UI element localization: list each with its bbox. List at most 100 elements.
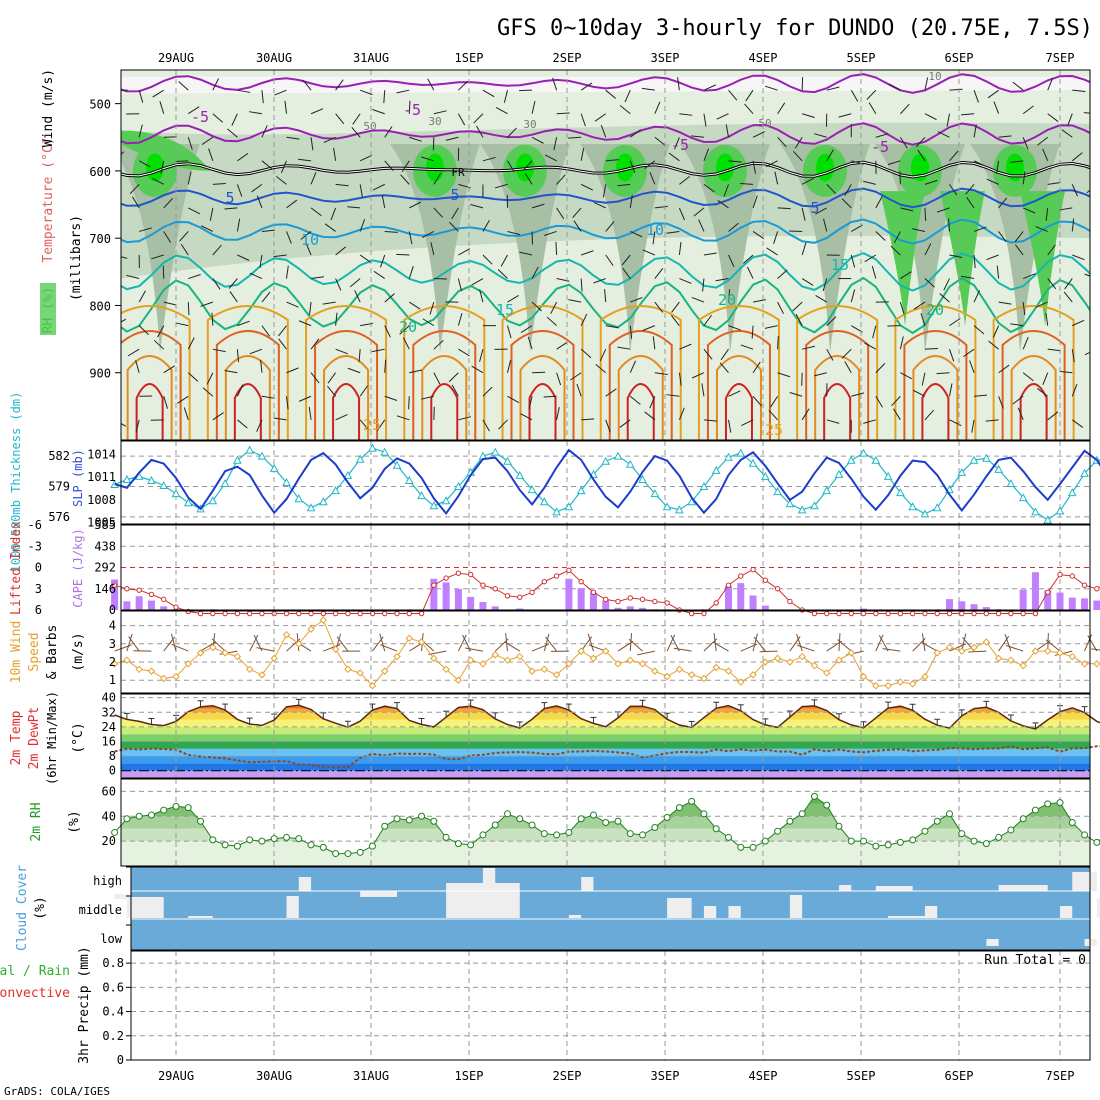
wind-barb: [209, 207, 214, 221]
rh-bright-cell: [716, 153, 734, 182]
thickness-point: [208, 496, 218, 505]
wind-barb: [652, 336, 656, 350]
cape-bar: [626, 606, 634, 610]
bottom-date-label: 5SEP: [847, 1069, 876, 1083]
wind-barb: [188, 274, 201, 280]
wind-barb: [445, 136, 459, 141]
wind-barb: [1095, 360, 1097, 373]
wind-barb: [698, 219, 705, 232]
rh-color-band: [121, 841, 1090, 866]
lifted-index-point: [922, 610, 928, 617]
thickness-point: [343, 470, 353, 479]
rh-point: [970, 837, 978, 845]
rh2m-unit-label: (%): [67, 810, 82, 833]
wind-barb: [924, 77, 929, 91]
rh-point: [823, 801, 831, 809]
cloud-cell: [126, 897, 164, 918]
isotherm-warm-loop: [715, 355, 762, 440]
rh-tick-label: 20: [102, 834, 116, 848]
top-date-label: 7SEP: [1046, 51, 1075, 65]
wind-speed-point: [405, 634, 413, 643]
wind-speed-point: [724, 667, 733, 675]
cape-bar: [749, 595, 757, 610]
temperature-contour-label: 20: [718, 291, 736, 309]
wind-speed-point: [331, 645, 340, 653]
wind-barb: [1096, 255, 1097, 268]
wind-barb: [227, 128, 238, 138]
wind-barb: [677, 77, 680, 91]
wind-speed-point: [712, 663, 720, 672]
wind-barb: [384, 230, 398, 233]
wind-barb: [875, 196, 883, 209]
cape-bar: [1093, 600, 1100, 610]
wind-barb: [500, 254, 508, 267]
rh-point: [184, 804, 192, 812]
wind-barb: [973, 90, 979, 103]
temperature-contour-label: 10: [646, 221, 664, 239]
wind-barb: [752, 361, 761, 374]
rh-point: [602, 819, 610, 826]
wind-barb: [963, 348, 975, 358]
rh-point: [589, 811, 597, 819]
precip-total-label: Total / Rain: [0, 964, 70, 979]
wind-barb: [138, 290, 146, 303]
rh-point: [442, 833, 450, 841]
cloud-level-label: middle: [79, 903, 122, 917]
rh-bright-cell: [426, 153, 444, 182]
surface-wind-barb: [838, 633, 841, 652]
lifted-index-point: [959, 610, 965, 617]
lifted-index-point: [848, 610, 854, 617]
wind-axis-label: Wind (m/s): [41, 69, 56, 147]
upper-air-frame: [120, 69, 1091, 441]
wind-barb: [801, 242, 807, 256]
cape-axis-label: CAPE (J/kg): [71, 528, 85, 607]
temperature-contour-label: 50: [363, 120, 376, 133]
rh-point: [847, 837, 855, 845]
wind-barb: [163, 301, 177, 306]
rh-point: [368, 842, 376, 850]
wind-barb: [236, 184, 243, 197]
cape-bar: [160, 606, 168, 610]
surface-wind-barb: [588, 644, 606, 652]
cape-bar: [1019, 589, 1027, 610]
temperature-contour-label: 25: [765, 421, 783, 439]
top-date-label: 29AUG: [158, 51, 194, 65]
wind-barb: [103, 131, 114, 138]
surface-wind-barb: [211, 638, 226, 652]
isotherm-10: [121, 218, 1090, 245]
wind-barb: [777, 336, 779, 350]
wind-barb: [400, 174, 410, 185]
surface-wind-barb: [637, 650, 655, 656]
wind-barb: [768, 409, 778, 421]
thickness-point: [638, 474, 647, 483]
cape-tick-label: 585: [94, 518, 116, 532]
wind-barb: [1071, 349, 1075, 363]
rh-tick-label: 40: [102, 809, 116, 823]
temp-axis-label-3: (6hr Min/Max): [45, 691, 59, 785]
thickness-point: [883, 471, 893, 480]
wind-barb: [746, 266, 754, 279]
wind-barb: [937, 207, 950, 213]
li-tick-label: -6: [28, 518, 42, 532]
wind-barb: [237, 89, 251, 93]
isotherm-warm-loop: [617, 355, 664, 440]
isotherm-warm-loop: [706, 330, 771, 440]
rh-point: [958, 830, 966, 838]
wind-barb: [384, 325, 391, 338]
rh-dark-plume: [680, 144, 770, 353]
wind-barb: [666, 230, 680, 234]
wind-barb: [617, 346, 631, 350]
wind-barb: [520, 325, 533, 333]
cloud-cell: [839, 885, 852, 891]
thickness-point: [147, 475, 156, 484]
rh-point: [467, 841, 475, 849]
wind-barb: [427, 78, 435, 91]
wind-speed-point: [761, 658, 770, 666]
wind-speed-point: [454, 676, 463, 684]
wind-barb: [949, 317, 961, 327]
wind-barb: [826, 184, 837, 195]
wind-barb: [924, 409, 935, 421]
wind-barb: [138, 90, 144, 103]
thickness-point: [257, 451, 267, 460]
pressure-tick-label: 600: [89, 165, 111, 179]
